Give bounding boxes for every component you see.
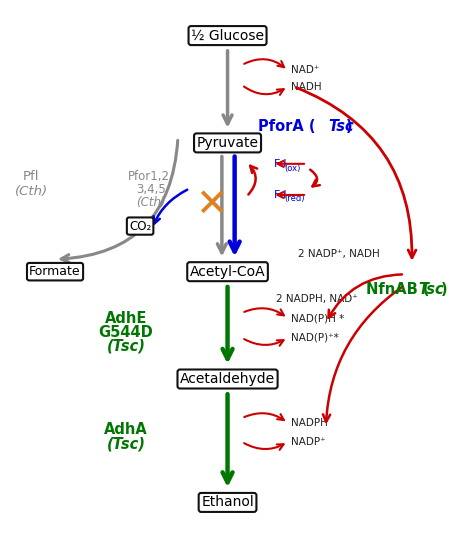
Text: ½ Glucose: ½ Glucose bbox=[191, 29, 264, 43]
Text: 3,4,5: 3,4,5 bbox=[136, 183, 166, 196]
Text: PforA (: PforA ( bbox=[258, 119, 316, 134]
Text: NADH: NADH bbox=[292, 82, 322, 91]
Text: Ethanol: Ethanol bbox=[201, 495, 254, 509]
Text: NAD⁺: NAD⁺ bbox=[292, 66, 320, 75]
Text: ✕: ✕ bbox=[195, 186, 228, 224]
Text: Pyruvate: Pyruvate bbox=[197, 136, 258, 150]
Text: NADPH: NADPH bbox=[292, 418, 328, 428]
Text: CO₂: CO₂ bbox=[129, 220, 151, 232]
Text: (Tsc): (Tsc) bbox=[107, 436, 146, 451]
Text: Acetyl-CoA: Acetyl-CoA bbox=[190, 265, 265, 279]
Text: Fd: Fd bbox=[273, 159, 287, 169]
Text: NAD(P)⁺*: NAD(P)⁺* bbox=[292, 332, 339, 343]
Text: AdhA: AdhA bbox=[104, 422, 148, 437]
Text: ): ) bbox=[346, 119, 352, 134]
Text: (red): (red) bbox=[284, 194, 305, 203]
Text: Pfl: Pfl bbox=[23, 170, 40, 183]
Text: 2 NADPH, NAD⁺: 2 NADPH, NAD⁺ bbox=[276, 294, 358, 303]
Text: Tsc: Tsc bbox=[328, 119, 354, 134]
Text: Acetaldehyde: Acetaldehyde bbox=[180, 372, 275, 386]
Text: ): ) bbox=[441, 282, 447, 297]
Text: (Cth): (Cth) bbox=[15, 185, 48, 197]
Text: Pfor1,2,: Pfor1,2, bbox=[128, 170, 174, 183]
Text: NfnAB (: NfnAB ( bbox=[366, 282, 429, 297]
Text: (Tsc): (Tsc) bbox=[107, 339, 146, 354]
Text: (ox): (ox) bbox=[284, 164, 301, 173]
Text: NADP⁺: NADP⁺ bbox=[292, 437, 326, 447]
Text: Tsc: Tsc bbox=[418, 282, 444, 297]
Text: AdhE: AdhE bbox=[105, 311, 147, 326]
Text: G544D: G544D bbox=[99, 325, 153, 340]
Text: (Cth): (Cth) bbox=[136, 196, 166, 209]
Text: Fd: Fd bbox=[273, 190, 287, 200]
Text: NAD(P)H *: NAD(P)H * bbox=[292, 313, 345, 323]
Text: 2 NADP⁺, NADH: 2 NADP⁺, NADH bbox=[298, 249, 380, 259]
Text: Formate: Formate bbox=[29, 265, 81, 278]
